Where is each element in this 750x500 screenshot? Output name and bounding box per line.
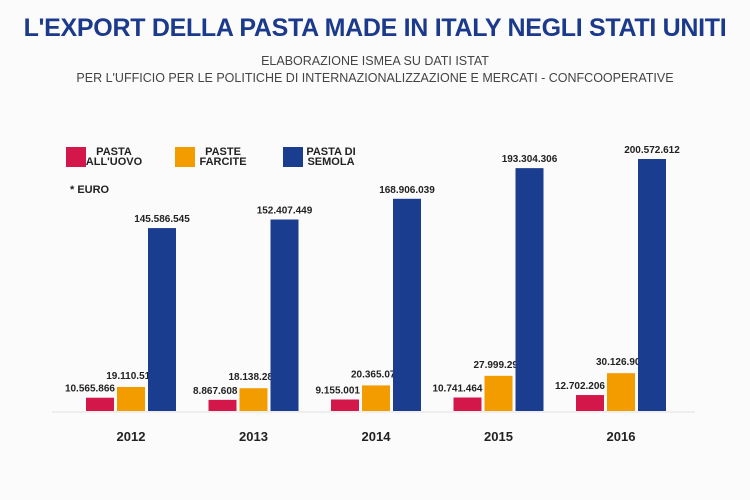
- x-tick-label: 2012: [117, 429, 146, 444]
- bar: [270, 219, 299, 411]
- data-label: 20.365.073: [351, 369, 401, 380]
- x-tick-label: 2016: [607, 429, 636, 444]
- legend-swatch: [175, 147, 195, 167]
- chart-subtitle-1: ELABORAZIONE ISMEA SU DATI ISTAT: [261, 54, 489, 68]
- data-label: 10.565.866: [65, 384, 115, 395]
- bar: [148, 228, 176, 411]
- bar: [515, 168, 544, 411]
- bar: [117, 386, 145, 411]
- data-label: 145.586.545: [134, 214, 190, 225]
- data-label: 8.867.608: [193, 386, 238, 397]
- x-tick-label: 2013: [239, 429, 268, 444]
- bar: [86, 397, 114, 411]
- data-label: 12.702.206: [555, 381, 605, 392]
- bar: [607, 373, 635, 411]
- legend-label: PASTE: [205, 146, 241, 158]
- bar: [331, 399, 359, 411]
- bar: [362, 385, 390, 411]
- bar: [208, 399, 237, 411]
- legend-label: PASTA: [96, 146, 132, 158]
- data-label: 27.999.291: [473, 360, 523, 371]
- x-tick-label: 2015: [484, 429, 513, 444]
- bar: [484, 375, 513, 411]
- chart-subtitle-2: PER L'UFFICIO PER LE POLITICHE DI INTERN…: [76, 71, 674, 85]
- data-label: 152.407.449: [257, 206, 313, 217]
- bar: [453, 397, 482, 411]
- legend-label: SEMOLA: [307, 156, 354, 168]
- bar: [576, 395, 604, 411]
- data-label: 200.572.612: [624, 145, 680, 156]
- chart-title: L'EXPORT DELLA PASTA MADE IN ITALY NEGLI…: [23, 14, 727, 42]
- bar: [239, 388, 268, 411]
- legend-label: PASTA DI: [306, 146, 355, 158]
- data-label: 9.155.001: [316, 385, 361, 396]
- data-label: 168.906.039: [379, 185, 435, 196]
- data-label: 18.138.285: [228, 372, 278, 383]
- data-label: 30.126.905: [596, 357, 646, 368]
- legend-label: FARCITE: [199, 156, 246, 168]
- legend-swatch: [283, 147, 303, 167]
- legend-label: ALL'UOVO: [86, 156, 143, 168]
- bar: [638, 159, 666, 411]
- unit-note: * EURO: [70, 184, 110, 196]
- data-label: 193.304.306: [502, 154, 558, 165]
- x-tick-label: 2014: [362, 429, 392, 444]
- legend-swatch: [66, 147, 86, 167]
- data-label: 19.110.514: [106, 371, 156, 382]
- bar: [393, 198, 421, 411]
- data-label: 10.741.464: [432, 384, 482, 395]
